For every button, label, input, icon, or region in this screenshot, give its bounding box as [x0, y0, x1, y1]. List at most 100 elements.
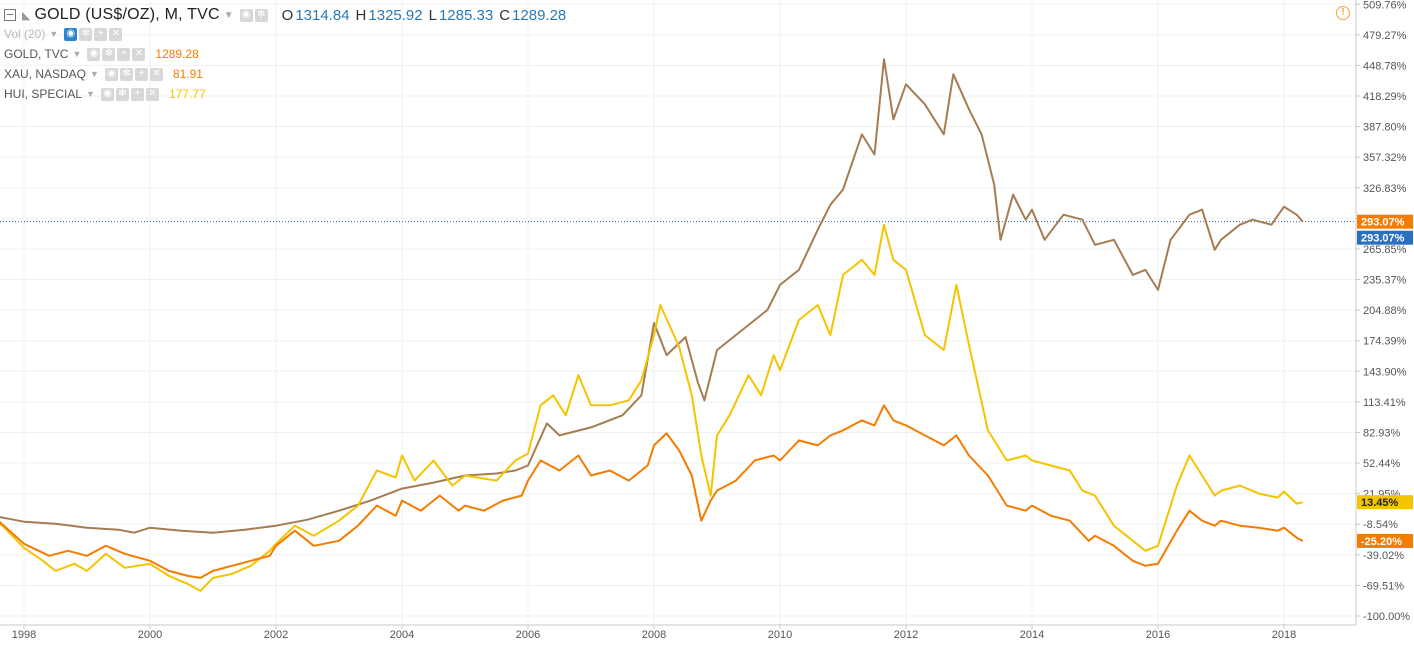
x-tick-label: 2014	[1020, 629, 1044, 641]
x-tick-label: 2006	[516, 629, 540, 641]
chevron-down-icon[interactable]: ▼	[223, 9, 234, 21]
gear-icon[interactable]: ✻	[102, 47, 116, 61]
legend-hui-label: HUI, SPECIAL	[4, 87, 83, 101]
legend-volume[interactable]: Vol (20) ▼ ◉ ✻ + ✕	[4, 26, 130, 42]
high-value: 1325.92	[368, 6, 423, 24]
eye-icon[interactable]: ◉	[100, 87, 114, 101]
y-tick-label: 357.32%	[1363, 152, 1407, 164]
eye-icon[interactable]: ◉	[239, 8, 253, 22]
y-tick-label: -69.51%	[1363, 580, 1404, 592]
series-line-1	[0, 223, 1304, 592]
gear-icon[interactable]: ✻	[115, 87, 129, 101]
y-tick-label: -39.02%	[1363, 550, 1404, 562]
series-layer	[0, 58, 1304, 592]
alert-icon[interactable]: !	[1336, 6, 1350, 20]
close-icon[interactable]: ✕	[109, 27, 123, 41]
last-label-orange-text: 293.07%	[1361, 217, 1405, 229]
low-value: 1285.33	[438, 6, 494, 24]
x-tick-label: 2000	[138, 629, 162, 641]
last-label-blue-text: 293.07%	[1361, 233, 1405, 245]
y-tick-label: 479.27%	[1363, 30, 1407, 42]
open-value: 1314.84	[295, 6, 350, 24]
x-tick-label: 1998	[12, 629, 36, 641]
close-icon[interactable]: ✕	[132, 47, 146, 61]
y-tick-label: 387.80%	[1363, 122, 1407, 134]
time-axis: 1998 2000 2002 2004 2006 2008 2010 2012 2014 2016…	[12, 625, 1296, 641]
last-label-orange: 293.07%	[1357, 214, 1413, 229]
low-label: L	[428, 6, 437, 24]
high-label: H	[355, 6, 367, 24]
flag-icon[interactable]: ◣	[22, 9, 31, 22]
y-tick-label: 235.37%	[1363, 275, 1407, 287]
y-tick-label: 265.85%	[1363, 244, 1407, 256]
last-value-labels: 293.07% 293.07% 13.45% -25.20%	[1357, 214, 1413, 548]
y-tick-label: 448.78%	[1363, 60, 1407, 72]
last-label-gold-bg	[1357, 533, 1413, 548]
gear-icon[interactable]: ✻	[79, 27, 93, 41]
series-line-2	[0, 404, 1304, 579]
close-label: C	[499, 6, 511, 24]
legend-volume-toolbar: ◉ ✻ + ✕	[64, 27, 123, 41]
legend-xau-toolbar: ◉ ✻ + ✕	[104, 67, 163, 81]
y-tick-label: 113.41%	[1363, 397, 1406, 409]
legend-xau-label: XAU, NASDAQ	[4, 67, 87, 81]
plus-icon[interactable]: +	[130, 87, 144, 101]
y-tick-label: 174.39%	[1363, 336, 1407, 348]
eye-icon[interactable]: ◉	[104, 67, 118, 81]
legend-gold[interactable]: GOLD, TVC ▼ ◉ ✻ + ✕ 1289.28	[4, 46, 199, 62]
gear-icon[interactable]: ✻	[119, 67, 133, 81]
eye-icon[interactable]: ◉	[87, 47, 101, 61]
chevron-down-icon[interactable]: ▼	[72, 49, 82, 59]
last-label-orange-bg	[1357, 214, 1413, 229]
legend-volume-label: Vol (20)	[4, 27, 46, 41]
last-label-yellow-bg	[1357, 495, 1413, 510]
open-label: O	[281, 6, 294, 24]
chevron-down-icon[interactable]: ▼	[90, 69, 99, 79]
last-label-yellow-text: 13.45%	[1361, 497, 1399, 509]
close-icon[interactable]: ✕	[149, 67, 163, 81]
plus-icon[interactable]: +	[117, 47, 131, 61]
close-value: 1289.28	[512, 6, 567, 24]
x-tick-label: 2004	[390, 629, 414, 641]
last-label-gold: -25.20%	[1357, 533, 1413, 548]
chevron-down-icon[interactable]: ▼	[49, 29, 59, 39]
close-icon[interactable]: ✕	[145, 87, 159, 101]
y-tick-label: -100.00%	[1363, 611, 1410, 623]
x-tick-label: 2002	[264, 629, 288, 641]
y-tick-label: 82.93%	[1363, 427, 1401, 439]
y-tick-label: 52.44%	[1363, 458, 1401, 470]
chart-header: ◣ GOLD (US$/OZ), M, TVC ▼ ◉ ✻ O 1314.84 H…	[4, 5, 566, 25]
legend-hui[interactable]: HUI, SPECIAL ▼ ◉ ✻ + ✕ 177.77	[4, 86, 206, 102]
y-tick-label: 326.83%	[1363, 183, 1407, 195]
legend-xau-value: 81.91	[172, 67, 203, 81]
plus-icon[interactable]: +	[134, 67, 148, 81]
y-tick-label: 204.88%	[1363, 305, 1407, 317]
last-label-blue-bg	[1357, 230, 1413, 245]
symbol-title[interactable]: GOLD (US$/OZ), M, TVC	[34, 6, 220, 23]
x-tick-label: 2018	[1272, 629, 1296, 641]
chevron-down-icon[interactable]: ▼	[86, 89, 95, 99]
gear-icon[interactable]: ✻	[254, 8, 268, 22]
legend-xau[interactable]: XAU, NASDAQ ▼ ◉ ✻ + ✕ 81.91	[4, 66, 203, 82]
series-line-0	[0, 58, 1304, 534]
y-tick-label: 143.90%	[1363, 366, 1407, 378]
y-tick-label: 418.29%	[1363, 91, 1407, 103]
collapse-icon[interactable]	[4, 9, 16, 21]
y-tick-label: 509.76%	[1363, 0, 1407, 11]
last-label-gold-text: -25.20%	[1361, 536, 1402, 548]
x-tick-label: 2010	[768, 629, 792, 641]
price-axis: 509.76% 479.27% 448.78% 418.29% 387.80% 357.3…	[1356, 0, 1410, 623]
legend-hui-value: 177.77	[168, 87, 206, 101]
chart-grid	[0, 0, 1356, 625]
legend-gold-toolbar: ◉ ✻ + ✕	[87, 47, 146, 61]
x-tick-label: 2012	[894, 629, 918, 641]
plus-icon[interactable]: +	[94, 27, 108, 41]
legend-gold-label: GOLD, TVC	[4, 47, 69, 61]
last-label-blue: 293.07%	[1357, 230, 1413, 245]
eye-icon[interactable]: ◉	[64, 27, 78, 41]
legend-gold-value: 1289.28	[155, 47, 199, 61]
x-tick-label: 2016	[1146, 629, 1170, 641]
header-toolbar: ◉ ✻	[239, 8, 268, 22]
last-label-yellow: 13.45%	[1357, 495, 1413, 510]
